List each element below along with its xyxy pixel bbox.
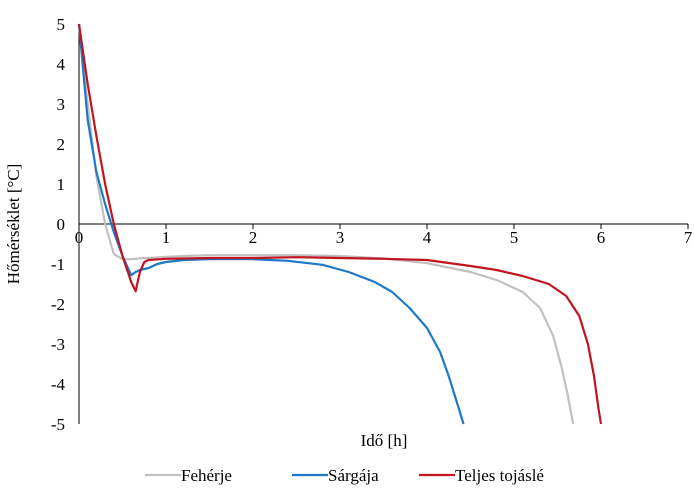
y-tick-label: 3 xyxy=(57,95,66,114)
series-line-s-rg-ja xyxy=(77,23,465,425)
legend-label: Sárgája xyxy=(328,466,379,485)
x-axis-title: Idő [h] xyxy=(361,431,408,450)
x-tick-label: 3 xyxy=(336,228,345,247)
legend-label: Teljes tojáslé xyxy=(455,466,544,485)
y-tick-label: -3 xyxy=(51,335,65,354)
y-tick-label: -5 xyxy=(51,415,65,434)
x-axis-tick-marks xyxy=(78,224,689,229)
x-tick-label: 6 xyxy=(597,228,606,247)
legend-label: Fehérje xyxy=(181,466,232,485)
y-tick-label: -4 xyxy=(51,375,66,394)
y-tick-label: 5 xyxy=(57,15,66,34)
y-tick-label: 2 xyxy=(57,135,66,154)
y-tick-label: -2 xyxy=(51,295,65,314)
y-tick-label: 1 xyxy=(57,175,66,194)
x-tick-label: 1 xyxy=(162,228,171,247)
y-tick-label: 4 xyxy=(57,55,66,74)
y-tick-label: -1 xyxy=(51,255,65,274)
series-lines xyxy=(77,23,603,425)
x-tick-label: 5 xyxy=(510,228,519,247)
x-tick-label: 7 xyxy=(684,228,693,247)
y-axis-tick-labels: 5 4 3 2 1 0 -1 -2 -3 -4 -5 xyxy=(51,15,66,434)
series-line-teljes-toj-sl- xyxy=(77,23,603,425)
x-tick-label: 2 xyxy=(249,228,258,247)
y-tick-label: 0 xyxy=(57,215,66,234)
y-axis-title: Hőmérséklet [°C] xyxy=(4,164,23,285)
series-line-feh-rje xyxy=(77,23,575,425)
legend: Fehérje Sárgája Teljes tojáslé xyxy=(145,466,544,485)
x-tick-label: 4 xyxy=(423,228,432,247)
